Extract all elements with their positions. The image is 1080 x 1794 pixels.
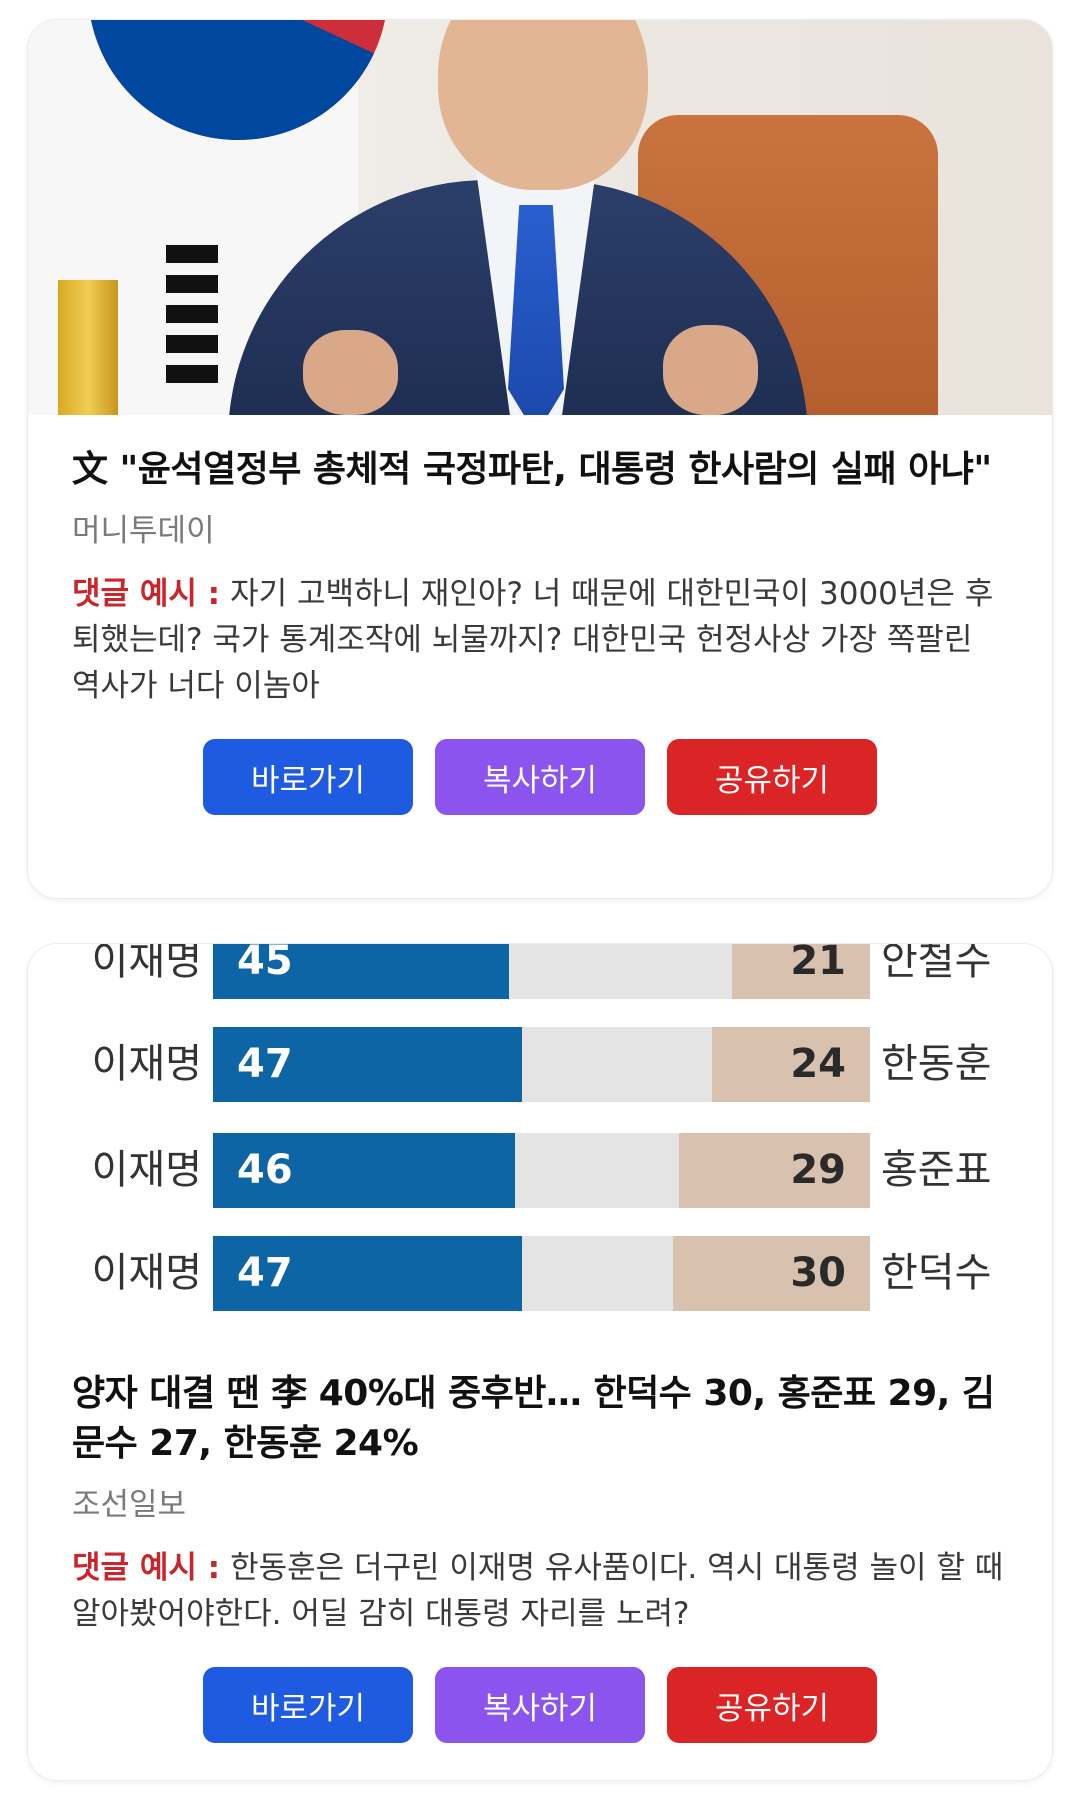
article-chart[interactable]: 이재명 45 21 안철수 이재명 47 24 한동훈 이재명 46 29 홍준표 이재명 47 30 한덕수 [28,944,1052,1339]
chart-left-label: 이재명 [91,1041,202,1087]
chart-row: 이재명 46 29 홍준표 [28,1133,1052,1208]
chart-bar-a: 45 [213,944,509,999]
person-head [438,20,648,190]
share-button[interactable]: 공유하기 [667,739,877,815]
comment-example: 댓글 예시 : 자기 고백하니 재인아? 너 때문에 대한민국이 3000년은 후… [72,571,1008,709]
copy-button[interactable]: 복사하기 [435,1667,645,1743]
comment-label: 댓글 예시 : [72,1550,221,1586]
comment-example: 댓글 예시 : 한동훈은 더구린 이재명 유사품이다. 역시 대통령 놀이 할 때… [72,1545,1008,1637]
article-source: 머니투데이 [72,513,215,549]
chart-left-label: 이재명 [91,944,202,984]
article-photo[interactable] [28,20,1052,415]
chart-right-label: 안철수 [881,944,992,984]
go-button[interactable]: 바로가기 [203,1667,413,1743]
chart-left-label: 이재명 [91,1147,202,1193]
chart-bar-a: 47 [213,1027,522,1102]
chart-bar-a: 47 [213,1236,522,1311]
article-source: 조선일보 [72,1487,187,1523]
chart-bar-a: 46 [213,1133,515,1208]
chart-bar-track: 47 30 [213,1236,870,1311]
news-card-1[interactable]: 文 "윤석열정부 총체적 국정파탄, 대통령 한사람의 실패 아냐" 머니투데이… [27,19,1053,899]
article-title[interactable]: 文 "윤석열정부 총체적 국정파탄, 대통령 한사람의 실패 아냐" [72,449,992,490]
chart-bar-track: 46 29 [213,1133,870,1208]
comment-label: 댓글 예시 : [72,576,221,612]
go-button[interactable]: 바로가기 [203,739,413,815]
chart-bar-b: 29 [679,1133,870,1208]
chart-row: 이재명 47 30 한덕수 [28,1236,1052,1311]
chart-left-label: 이재명 [91,1250,202,1296]
chart-bar-b: 21 [732,944,870,999]
chart-bar-b: 30 [673,1236,870,1311]
news-card-2[interactable]: 이재명 45 21 안철수 이재명 47 24 한동훈 이재명 46 29 홍준표 이재명 47 30 한덕수… [27,943,1053,1781]
chart-right-label: 홍준표 [881,1147,992,1193]
chart-row: 이재명 45 21 안철수 [28,944,1052,999]
chart-row: 이재명 47 24 한동훈 [28,1027,1052,1102]
action-buttons: 바로가기 복사하기 공유하기 [72,739,1008,815]
comment-text: 한동훈은 더구린 이재명 유사품이다. 역시 대통령 놀이 할 때 알아봤어야한… [72,1550,1004,1632]
chart-right-label: 한덕수 [881,1250,992,1296]
chart-bar-track: 47 24 [213,1027,870,1102]
chart-bar-b: 24 [712,1027,870,1102]
chart-bar-track: 45 21 [213,944,870,999]
article-title[interactable]: 양자 대결 땐 李 40%대 중후반… 한덕수 30, 홍준표 29, 김문수 … [72,1373,995,1464]
comment-text: 자기 고백하니 재인아? 너 때문에 대한민국이 3000년은 후퇴했는데? 국… [72,576,994,704]
chart-right-label: 한동훈 [881,1041,992,1087]
copy-button[interactable]: 복사하기 [435,739,645,815]
share-button[interactable]: 공유하기 [667,1667,877,1743]
action-buttons: 바로가기 복사하기 공유하기 [72,1667,1008,1743]
